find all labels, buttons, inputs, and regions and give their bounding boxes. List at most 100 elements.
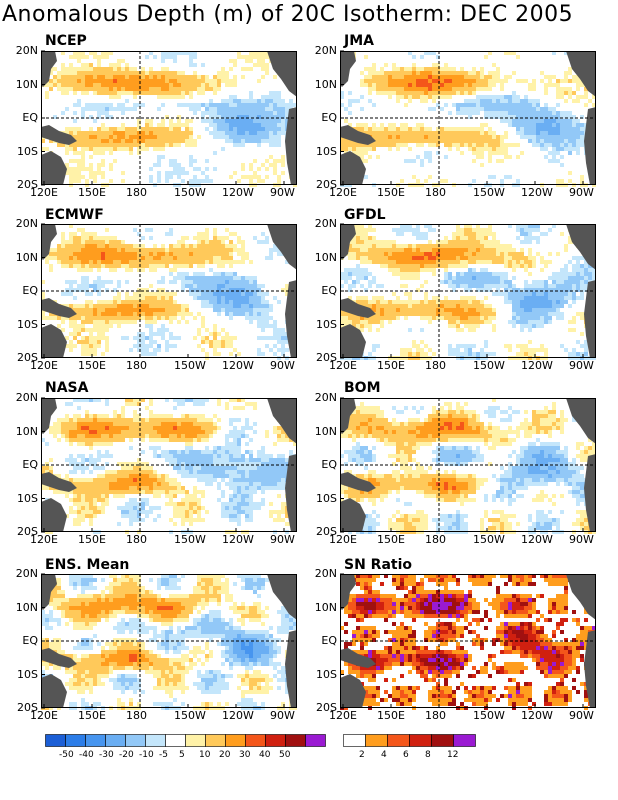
heatmap-cell xyxy=(249,308,253,312)
heatmap-cell xyxy=(468,276,472,280)
heatmap-cell xyxy=(249,115,253,119)
heatmap-cell xyxy=(420,264,424,268)
heatmap-cell xyxy=(552,296,556,300)
heatmap-cell xyxy=(372,300,376,304)
heatmap-cell xyxy=(424,179,428,183)
heatmap-cell xyxy=(528,103,532,107)
heatmap-cell xyxy=(508,244,512,248)
heatmap-cell xyxy=(81,67,85,71)
heatmap-cell xyxy=(69,248,73,252)
heatmap-cell xyxy=(424,248,428,252)
heatmap-cell xyxy=(229,260,233,264)
heatmap-cell xyxy=(524,280,528,284)
heatmap-cell xyxy=(372,348,376,352)
heatmap-cell xyxy=(448,276,452,280)
heatmap-cell xyxy=(193,430,197,434)
heatmap-cell xyxy=(544,87,548,91)
heatmap-cell xyxy=(81,107,85,111)
heatmap-cell xyxy=(436,135,440,139)
heatmap-cell xyxy=(153,260,157,264)
heatmap-cell xyxy=(193,244,197,248)
heatmap-cell xyxy=(233,296,237,300)
heatmap-cell xyxy=(372,308,376,312)
heatmap-cell xyxy=(205,103,209,107)
heatmap-cell xyxy=(265,107,269,111)
heatmap-cell xyxy=(261,320,265,324)
heatmap-cell xyxy=(524,284,528,288)
heatmap-cell xyxy=(177,336,181,340)
heatmap-cell xyxy=(137,340,141,344)
heatmap-cell xyxy=(408,95,412,99)
heatmap-cell xyxy=(69,147,73,151)
heatmap-cell xyxy=(464,224,468,228)
heatmap-cell xyxy=(165,83,169,87)
heatmap-cell xyxy=(61,67,65,71)
heatmap-cell xyxy=(125,292,129,296)
heatmap-cell xyxy=(273,91,277,95)
heatmap-cell xyxy=(213,79,217,83)
heatmap-cell xyxy=(532,324,536,328)
heatmap-cell xyxy=(133,344,137,348)
heatmap-cell xyxy=(157,163,161,167)
heatmap-cell xyxy=(500,276,504,280)
heatmap-cell xyxy=(125,308,129,312)
heatmap-cell xyxy=(265,55,269,59)
heatmap-cell xyxy=(416,87,420,91)
heatmap-cell xyxy=(504,75,508,79)
heatmap-cell xyxy=(89,248,93,252)
heatmap-cell xyxy=(249,179,253,183)
heatmap-cell xyxy=(105,426,109,430)
heatmap-cell xyxy=(65,344,69,348)
heatmap-cell xyxy=(424,292,428,296)
heatmap-cell xyxy=(400,268,404,272)
heatmap-cell xyxy=(85,179,89,183)
heatmap-cell xyxy=(205,87,209,91)
heatmap-cell xyxy=(93,147,97,151)
heatmap-cell xyxy=(105,75,109,79)
heatmap-cell xyxy=(444,312,448,316)
heatmap-cell xyxy=(352,147,356,151)
heatmap-cell xyxy=(121,244,125,248)
heatmap-cell xyxy=(396,256,400,260)
heatmap-cell xyxy=(476,228,480,232)
lon-tick-label: 120W xyxy=(222,359,254,372)
heatmap-cell xyxy=(348,320,352,324)
heatmap-cell xyxy=(388,83,392,87)
heatmap-cell xyxy=(153,83,157,87)
heatmap-cell xyxy=(432,260,436,264)
heatmap-cell xyxy=(229,131,233,135)
heatmap-cell xyxy=(157,296,161,300)
heatmap-cell xyxy=(193,288,197,292)
heatmap-cell xyxy=(388,123,392,127)
heatmap-cell xyxy=(253,55,257,59)
lon-tick-label: 180 xyxy=(425,186,446,199)
heatmap-cell xyxy=(221,240,225,244)
heatmap-cell xyxy=(424,91,428,95)
heatmap-cell xyxy=(512,107,516,111)
heatmap-cell xyxy=(352,316,356,320)
heatmap-cell xyxy=(368,75,372,79)
heatmap-cell xyxy=(73,167,77,171)
heatmap-cell xyxy=(161,324,165,328)
heatmap-cell xyxy=(173,171,177,175)
heatmap-cell xyxy=(432,139,436,143)
heatmap-cell xyxy=(452,236,456,240)
heatmap-cell xyxy=(261,300,265,304)
heatmap-cell xyxy=(229,430,233,434)
heatmap-cell xyxy=(205,107,209,111)
heatmap-cell xyxy=(229,103,233,107)
heatmap-cell xyxy=(205,256,209,260)
heatmap-cell xyxy=(121,67,125,71)
heatmap-cell xyxy=(141,252,145,256)
heatmap-cell xyxy=(77,422,81,426)
heatmap-cell xyxy=(73,434,77,438)
heatmap-cell xyxy=(109,430,113,434)
heatmap-cell xyxy=(448,312,452,316)
heatmap-cell xyxy=(201,252,205,256)
heatmap-cell xyxy=(93,426,97,430)
heatmap-cell xyxy=(153,352,157,356)
heatmap-cell xyxy=(364,300,368,304)
heatmap-cell xyxy=(69,426,73,430)
heatmap-cell xyxy=(97,434,101,438)
heatmap-cell xyxy=(121,320,125,324)
